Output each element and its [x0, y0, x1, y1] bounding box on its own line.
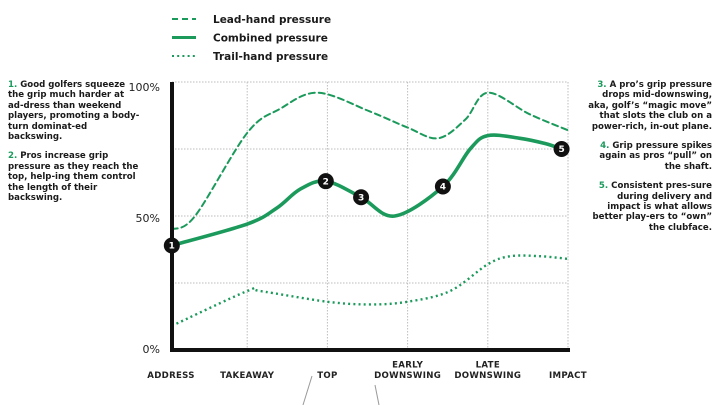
series-lines [170, 91, 569, 327]
x-tick-label: EARLY [392, 361, 423, 371]
x-tick-label: TOP [317, 371, 337, 381]
note-5: 5. Consistent pres-sure during delivery … [584, 181, 713, 233]
note-text: A pro’s grip pressure drops mid-downswin… [588, 80, 712, 132]
marker-1: 1 [163, 237, 180, 254]
y-tick-label: 100% [129, 81, 160, 94]
x-tick-label: DOWNSWING [374, 371, 441, 381]
series-line-lead-hand-pressure [170, 91, 569, 231]
y-tick-label: 0% [143, 343, 160, 356]
note-number: 5. [598, 181, 609, 192]
marker-2: 2 [317, 173, 334, 190]
y-tick-label: 50% [136, 212, 160, 225]
markers: 1 2 3 4 5 [163, 141, 570, 254]
note-number: 4. [600, 141, 610, 152]
marker-label: 5 [558, 145, 564, 155]
note-text: Grip pressure spikes again as pros “pull… [599, 141, 712, 172]
marker-circle [434, 178, 451, 195]
legend: Lead-hand pressure Combined pressure Trail… [172, 14, 331, 63]
stray-marks [302, 375, 380, 405]
marker-circle [353, 189, 370, 206]
x-tick-label: IMPACT [549, 371, 587, 381]
grid [172, 81, 569, 350]
x-tick-label: ADDRESS [147, 371, 195, 381]
x-axis-ticks: ADDRESS TAKEAWAY TOPEARLYDOWNSWINGLATEDOWN… [147, 361, 587, 382]
note-number: 3. [597, 80, 607, 90]
marker-label: 1 [169, 242, 175, 252]
note-number: 2. [8, 151, 18, 162]
marker-label: 4 [440, 183, 446, 193]
legend-label: Combined pressure [213, 33, 328, 45]
note-4: 4. Grip pressure spikes again as pros “p… [584, 141, 712, 172]
left-annotations: 1. Good golfers squeeze the grip much ha… [8, 80, 140, 212]
pointer-line [374, 384, 380, 405]
marker-circle [553, 141, 570, 157]
note-2: 2. Pros increase grip pressure as they r… [8, 151, 140, 203]
marker-circle [317, 173, 334, 190]
series-line-trail-hand-pressure [171, 254, 569, 327]
note-text: Consistent pres-sure during delivery and… [592, 181, 713, 233]
right-annotations: 3. A pro’s grip pressure drops mid-downs… [584, 80, 712, 242]
y-axis-ticks: 100% 50% 0% [129, 81, 160, 356]
series-line-combined-pressure [170, 133, 564, 248]
note-text: Good golfers squeeze the grip much harde… [8, 80, 140, 143]
legend-label: Trail-hand pressure [213, 51, 328, 63]
axes [170, 82, 570, 352]
note-1: 1. Good golfers squeeze the grip much ha… [8, 80, 140, 142]
marker-circle [163, 237, 180, 254]
x-tick-label: TAKEAWAY [220, 371, 275, 381]
legend-label: Lead-hand pressure [213, 14, 331, 26]
marker-label: 2 [323, 177, 329, 187]
marker-4: 4 [434, 178, 451, 195]
note-3: 3. A pro’s grip pressure drops mid-downs… [584, 80, 712, 132]
x-tick-label: LATE [476, 361, 500, 371]
pointer-line [302, 375, 313, 405]
note-text: Pros increase grip pressure as they reac… [8, 151, 139, 204]
marker-label: 3 [358, 193, 364, 203]
note-number: 1. [8, 80, 18, 90]
marker-5: 5 [553, 141, 570, 157]
x-tick-label: DOWNSWING [454, 371, 521, 381]
marker-3: 3 [353, 189, 370, 206]
